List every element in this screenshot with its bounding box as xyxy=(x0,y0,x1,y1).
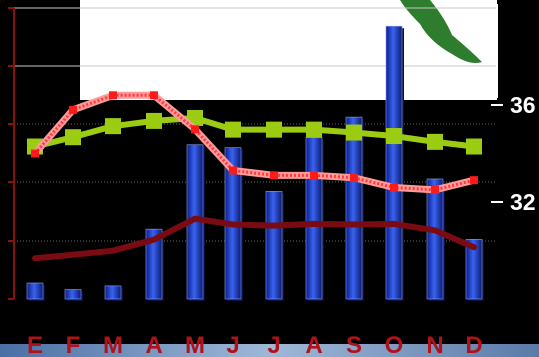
grid-lines xyxy=(14,7,497,242)
map-decoration xyxy=(400,0,482,63)
right-tick-label: 32 xyxy=(510,189,536,215)
bar xyxy=(104,285,122,300)
series-line-outline xyxy=(32,91,475,194)
x-tick-label: F xyxy=(66,332,81,357)
bar xyxy=(145,228,163,300)
x-tick-label: M xyxy=(185,332,205,357)
x-tick-label: J xyxy=(226,332,239,357)
x-tick-label: A xyxy=(145,332,162,357)
bar xyxy=(385,25,403,300)
bottom-glow xyxy=(0,344,539,357)
line-series xyxy=(27,91,482,262)
series-marker xyxy=(350,173,358,182)
right-axis-ticks: 36 32 xyxy=(491,92,536,215)
series-marker xyxy=(146,112,162,129)
x-tick-label: N xyxy=(426,332,443,357)
series-marker xyxy=(431,185,439,194)
bar xyxy=(305,137,323,300)
x-tick-label: S xyxy=(346,332,362,357)
series-marker xyxy=(225,121,241,138)
series-marker xyxy=(390,183,398,192)
series-marker xyxy=(466,138,482,155)
series-marker xyxy=(427,133,443,150)
x-tick-label: J xyxy=(267,332,280,357)
series-marker xyxy=(69,105,77,114)
right-tick-label: 36 xyxy=(510,92,536,118)
bar xyxy=(465,239,483,300)
bar xyxy=(426,178,444,300)
series-line xyxy=(32,215,477,262)
series-marker xyxy=(386,128,402,145)
series-marker xyxy=(109,91,117,100)
series-marker xyxy=(306,121,322,138)
series-marker xyxy=(150,91,158,100)
series-marker xyxy=(270,171,278,180)
x-tick-label: A xyxy=(305,332,322,357)
x-tick-label: O xyxy=(385,332,404,357)
series-marker xyxy=(470,176,478,185)
series-marker xyxy=(229,166,237,175)
series-line xyxy=(34,114,475,150)
x-tick-label: M xyxy=(103,332,123,357)
series-marker xyxy=(310,171,318,180)
series-marker xyxy=(105,118,121,135)
series-marker xyxy=(346,124,362,141)
bar xyxy=(64,289,82,300)
series-line xyxy=(33,93,475,192)
x-tick-label: D xyxy=(465,332,482,357)
series-marker xyxy=(266,121,282,138)
bar xyxy=(345,116,363,300)
bar xyxy=(26,282,44,300)
series-marker xyxy=(31,149,39,158)
bar-series xyxy=(26,25,484,301)
x-tick-label: E xyxy=(27,332,43,357)
series-marker xyxy=(191,125,199,134)
right-axis-strip xyxy=(497,0,539,100)
bar xyxy=(265,191,283,300)
left-axis-ticks xyxy=(8,7,14,300)
series-marker xyxy=(65,129,81,146)
